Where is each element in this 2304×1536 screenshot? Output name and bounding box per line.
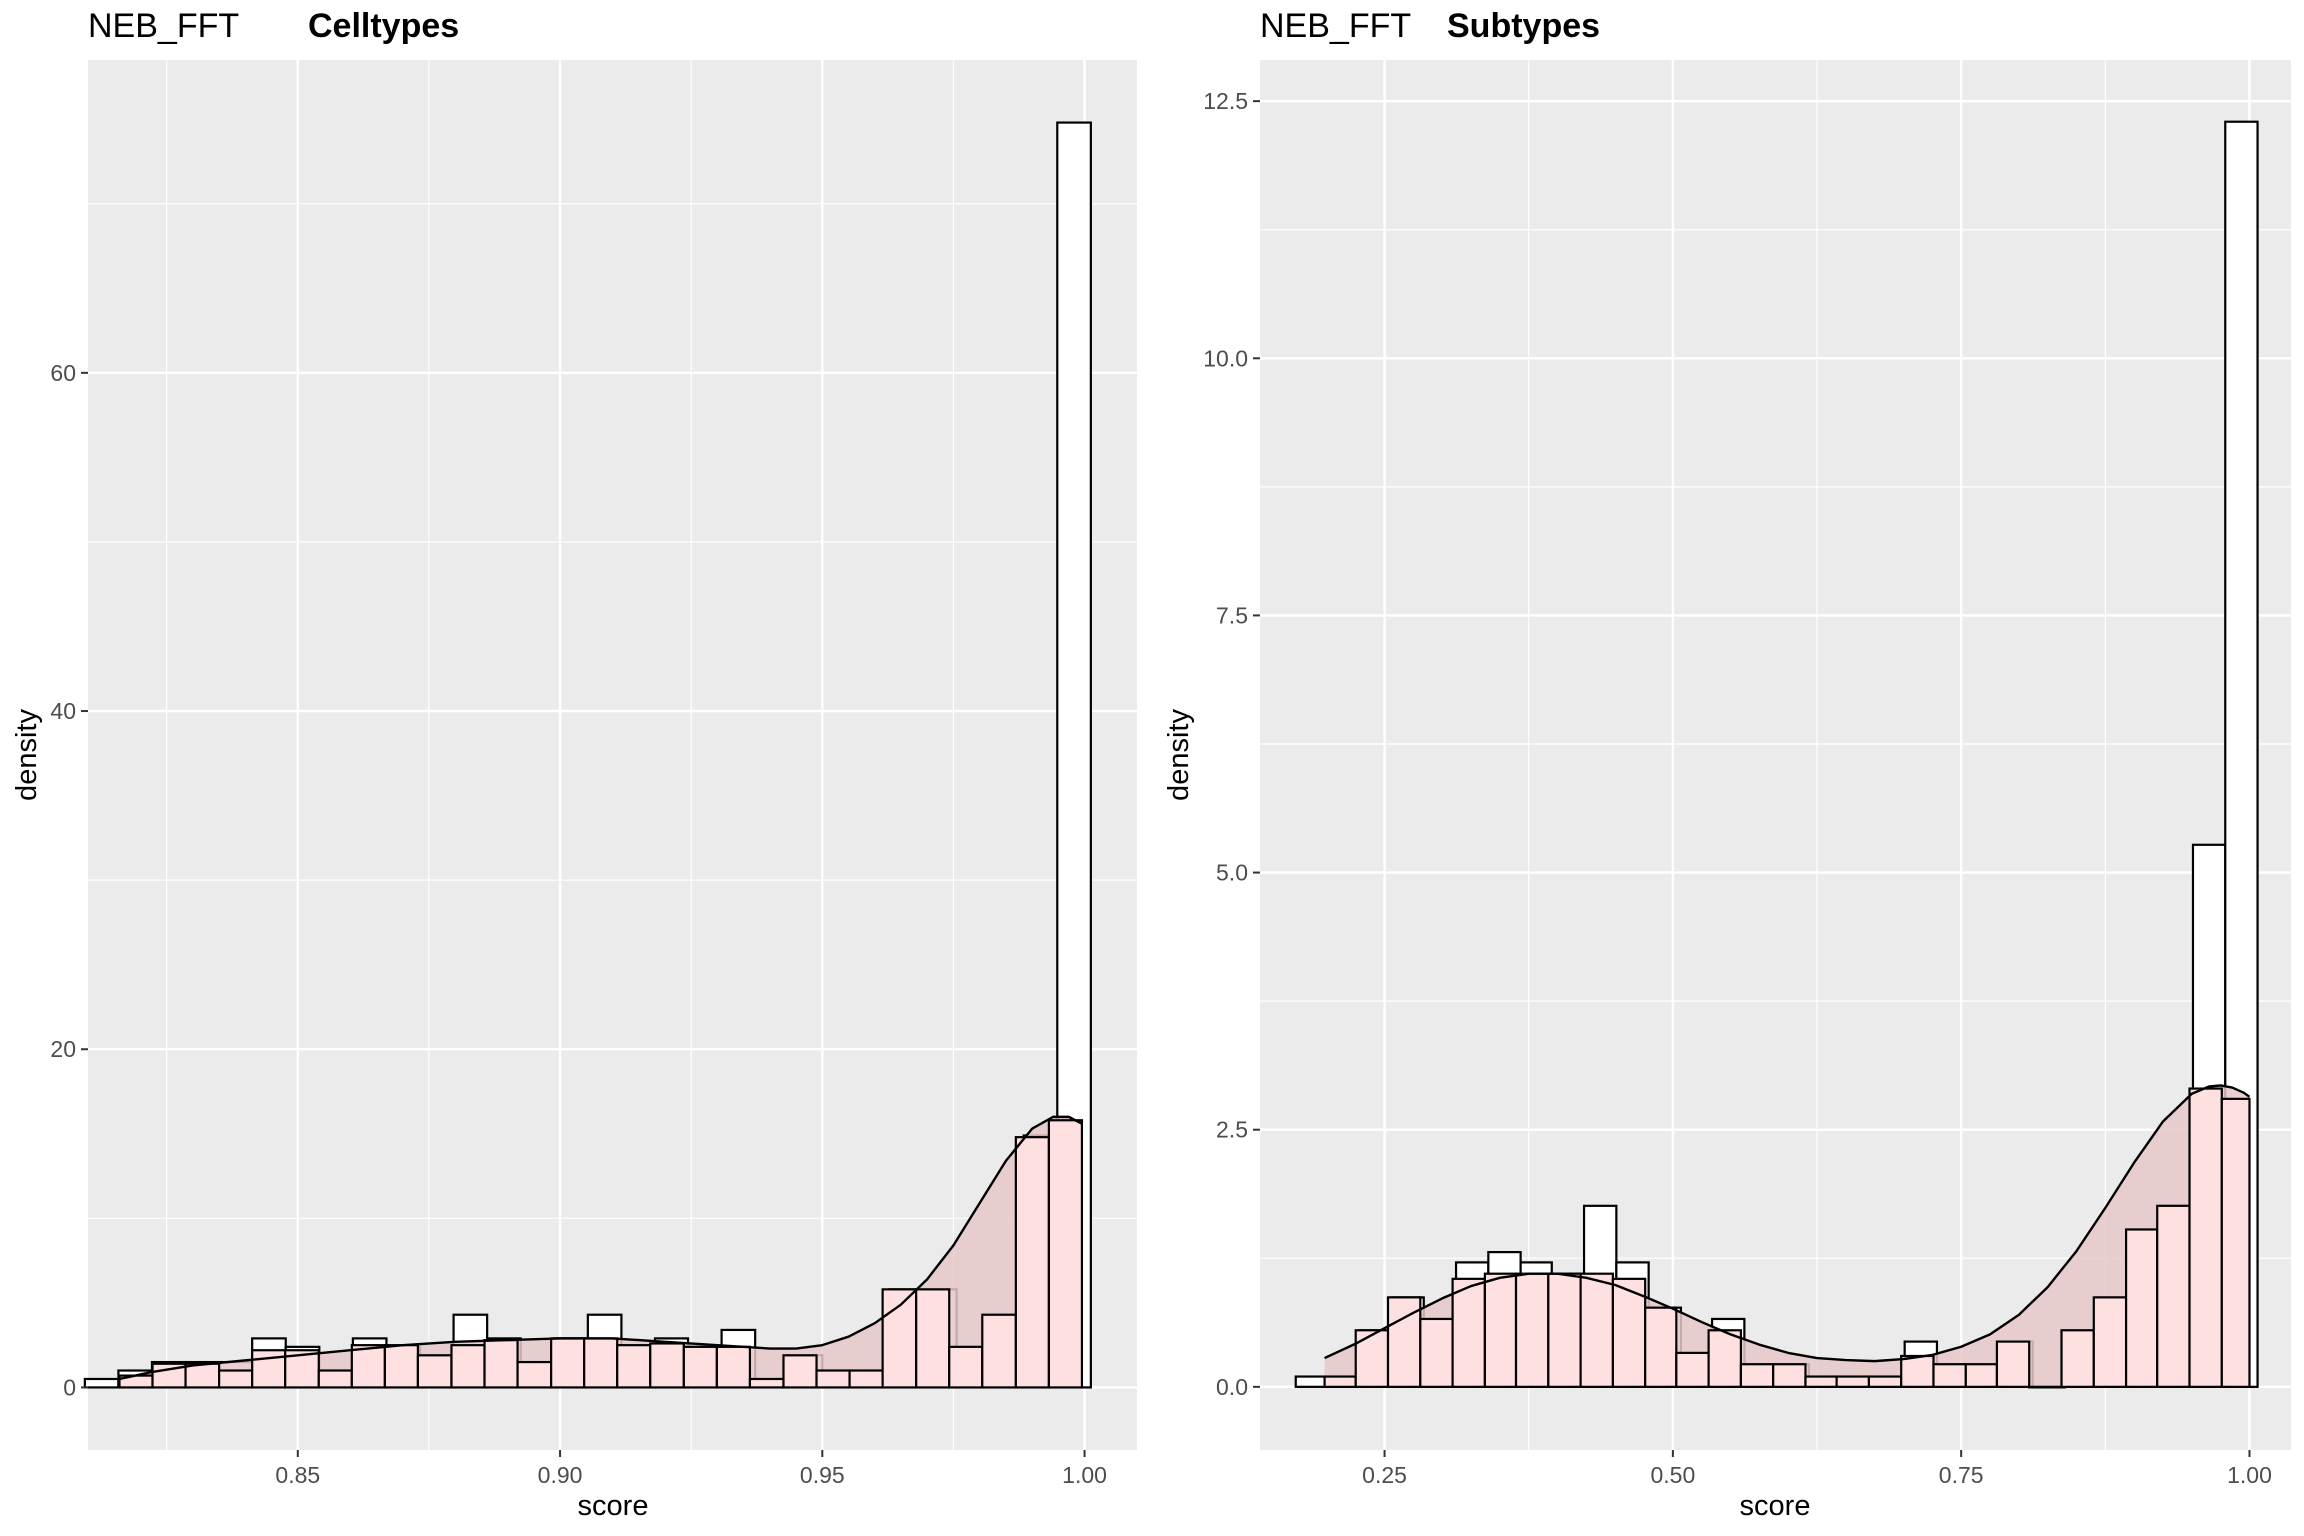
subtypes-overlay-histogram <box>1323 1087 2251 1389</box>
celltypes-y-axis: 0 20 40 60 <box>50 360 88 1400</box>
overlay-histogram-bar <box>2092 1296 2128 1388</box>
overlay-histogram-bar <box>1579 1272 1614 1388</box>
overlay-histogram-bar <box>516 1360 553 1389</box>
subtypes-y-axis-label: density <box>1163 709 1195 801</box>
overlay-histogram-bar <box>2220 1097 2251 1388</box>
subtypes-x-axis: 0.25 0.50 0.75 1.00 <box>1362 1450 2272 1488</box>
overlay-histogram-bar <box>1932 1363 1967 1388</box>
overlay-histogram-bar <box>649 1342 685 1389</box>
overlay-histogram-bar <box>2060 1329 2095 1388</box>
overlay-histogram-bar <box>815 1369 851 1389</box>
overlay-histogram-bar <box>450 1344 486 1389</box>
x-tick-label: 0.95 <box>800 1462 845 1488</box>
overlay-histogram-bar <box>1867 1375 1903 1388</box>
overlay-histogram-bar <box>1739 1363 1775 1388</box>
overlay-histogram-bar <box>1047 1119 1084 1389</box>
overlay-histogram-bar <box>2156 1204 2191 1388</box>
overlay-histogram-bar <box>1451 1277 1486 1388</box>
overlay-histogram-bar <box>2028 1385 2063 1389</box>
overlay-histogram-bar <box>383 1344 420 1389</box>
histogram-bar <box>1294 1375 1330 1388</box>
overlay-histogram-bar <box>782 1354 818 1389</box>
histogram-bar <box>83 1377 120 1389</box>
overlay-histogram-bar <box>317 1369 353 1389</box>
overlay-histogram-bar <box>218 1369 254 1389</box>
overlay-histogram-bar <box>682 1345 718 1389</box>
overlay-histogram-bar <box>1014 1136 1050 1389</box>
celltypes-y-axis-label: density <box>11 709 43 801</box>
y-tick-label: 2.5 <box>1216 1117 1248 1143</box>
x-tick-label: 0.90 <box>538 1462 583 1488</box>
overlay-histogram-bar <box>2188 1087 2223 1388</box>
x-tick-label: 1.00 <box>1062 1462 1107 1488</box>
overlay-histogram-bar <box>981 1313 1017 1389</box>
overlay-histogram-bar <box>1772 1363 1807 1388</box>
subtypes-title: Subtypes <box>1447 7 1600 45</box>
y-tick-label: 5.0 <box>1216 860 1248 886</box>
subtypes-density-curve <box>1324 1084 2251 1363</box>
overlay-histogram-bar <box>748 1377 785 1389</box>
celltypes-title: Celltypes <box>308 7 459 45</box>
overlay-histogram-bar <box>1675 1351 1710 1388</box>
y-tick-label: 40 <box>50 698 76 724</box>
overlay-histogram-bar <box>1644 1306 1678 1388</box>
x-tick-label: 0.75 <box>1939 1462 1984 1488</box>
y-tick-label: 12.5 <box>1203 88 1248 114</box>
subtypes-x-axis-label: score <box>1740 1490 1811 1522</box>
celltypes-title-prefix: NEB_FFT <box>88 7 239 45</box>
overlay-histogram-bar <box>881 1288 918 1389</box>
subtypes-title-prefix: NEB_FFT <box>1260 7 1411 45</box>
overlay-histogram-bar <box>184 1362 221 1389</box>
y-tick-label: 0.0 <box>1216 1374 1248 1400</box>
overlay-histogram-bar <box>1514 1272 1550 1388</box>
overlay-histogram-bar <box>1419 1317 1454 1388</box>
overlay-histogram-bar <box>616 1344 652 1389</box>
overlay-histogram-bar <box>583 1337 619 1389</box>
y-tick-label: 10.0 <box>1203 345 1248 371</box>
x-tick-label: 0.85 <box>275 1462 320 1488</box>
celltypes-density-curve <box>119 1115 1083 1381</box>
subtypes-gridlines <box>1260 60 2291 1450</box>
celltypes-x-axis: 0.85 0.90 0.95 1.00 <box>275 1450 1107 1488</box>
y-tick-label: 0 <box>63 1374 76 1400</box>
overlay-histogram-bar <box>1900 1354 1935 1388</box>
y-tick-label: 20 <box>50 1036 76 1062</box>
overlay-histogram-bar <box>715 1345 752 1389</box>
overlay-histogram-bar <box>948 1345 984 1389</box>
overlay-histogram-bar <box>1995 1340 2031 1388</box>
overlay-histogram-bar <box>1707 1329 1743 1388</box>
x-tick-label: 0.50 <box>1650 1462 1695 1488</box>
celltypes-panel: NEB_FFT Celltypes 0 20 40 60 0.85 0.90 0.95 1.… <box>11 7 1137 1522</box>
y-tick-label: 60 <box>50 360 76 386</box>
overlay-histogram-bar <box>1964 1363 1999 1388</box>
overlay-histogram-bar <box>1547 1272 1582 1388</box>
subtypes-panel: NEB_FFT Subtypes 0.0 2.5 5.0 7.5 10.0 12.5 0.… <box>1163 7 2291 1522</box>
subtypes-y-axis: 0.0 2.5 5.0 7.5 10.0 12.5 <box>1203 88 1260 1400</box>
celltypes-x-axis-label: score <box>578 1490 649 1522</box>
overlay-histogram-bar <box>416 1354 453 1389</box>
celltypes-overlay-histogram <box>118 1119 1084 1389</box>
x-tick-label: 0.25 <box>1362 1462 1407 1488</box>
overlay-histogram-bar <box>2124 1228 2159 1388</box>
overlay-histogram-bar <box>1835 1375 1871 1388</box>
overlay-histogram-bar <box>550 1337 586 1389</box>
overlay-histogram-bar <box>1483 1272 1518 1388</box>
overlay-histogram-bar <box>848 1369 884 1389</box>
x-tick-label: 1.00 <box>2227 1462 2272 1488</box>
overlay-histogram-bar <box>915 1288 951 1389</box>
overlay-histogram-bar <box>483 1338 519 1389</box>
overlay-histogram-bar <box>1804 1375 1838 1388</box>
overlay-histogram-bar <box>1354 1329 1390 1388</box>
y-tick-label: 7.5 <box>1216 602 1248 628</box>
overlay-histogram-bar <box>350 1344 386 1389</box>
overlay-histogram-bar <box>1323 1375 1357 1388</box>
